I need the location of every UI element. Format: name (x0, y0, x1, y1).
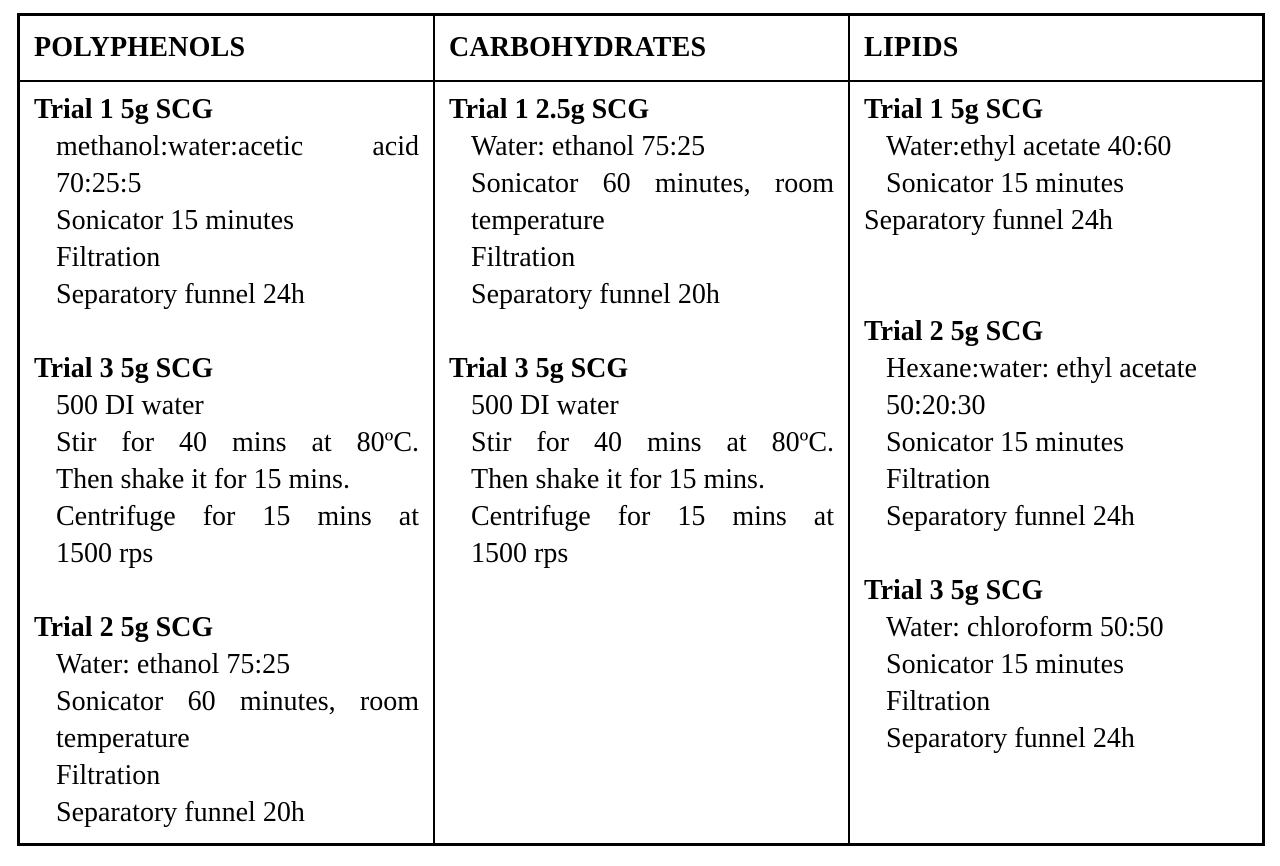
procedure-line: 500 DI water (471, 390, 619, 421)
blank-lines (864, 239, 1248, 313)
procedure-line: 1500 rps (471, 538, 569, 569)
column-header-carbohydrates: CARBOHYDRATES (435, 16, 850, 82)
procedure-line: Water: ethanol 75:25 (56, 649, 291, 680)
procedure-line: Sonicator 15 minutes (886, 168, 1124, 199)
procedure-line: methanol:water:acetic acid (56, 131, 419, 162)
procedure-line: 50:20:30 (886, 390, 986, 421)
procedure-line: Sonicator 15 minutes (886, 649, 1124, 680)
column-header-label: CARBOHYDRATES (449, 32, 707, 63)
procedure-line: 70:25:5 (56, 168, 142, 199)
blank-line (864, 535, 1248, 572)
procedure-line: Separatory funnel 24h (886, 723, 1135, 754)
procedure-line: 500 DI water (56, 390, 204, 421)
procedure-line: Separatory funnel 20h (471, 279, 720, 310)
procedure-line: Filtration (56, 242, 161, 273)
trial-title: Trial 2 5g SCG (864, 316, 1044, 347)
trial-title: Trial 1 5g SCG (864, 94, 1044, 125)
procedure-line: Stir for 40 mins at 80ºC. (56, 427, 419, 458)
procedure-line: Separatory funnel 24h (886, 501, 1135, 532)
column-body-lipids: Trial 1 5g SCG Water:ethyl acetate 40:60… (850, 82, 1262, 843)
procedure-line: Separatory funnel 24h (864, 205, 1113, 236)
trial-block: Trial 2 5g SCG Water: ethanol 75:25 Soni… (34, 609, 419, 831)
procedure-line: temperature (56, 723, 190, 754)
trial-title: Trial 3 5g SCG (449, 353, 629, 384)
procedure-line: Separatory funnel 24h (56, 279, 305, 310)
trial-block: Trial 1 5g SCG methanol:water:acetic aci… (34, 91, 419, 313)
trial-block: Trial 1 5g SCG Water:ethyl acetate 40:60… (864, 91, 1248, 239)
trial-block: Trial 3 5g SCG 500 DI water Stir for 40 … (449, 350, 834, 572)
trial-title: Trial 1 2.5g SCG (449, 94, 650, 125)
procedure-line: Stir for 40 mins at 80ºC. (471, 427, 834, 458)
procedure-line: Sonicator 15 minutes (56, 205, 294, 236)
procedure-line: Water:ethyl acetate 40:60 (886, 131, 1172, 162)
procedure-line: Centrifuge for 15 mins at (56, 501, 419, 532)
procedure-line: Centrifuge for 15 mins at (471, 501, 834, 532)
trial-title: Trial 3 5g SCG (864, 575, 1044, 606)
procedure-line: Separatory funnel 20h (56, 797, 305, 828)
column-body-carbohydrates: Trial 1 2.5g SCG Water: ethanol 75:25 So… (435, 82, 850, 843)
trial-title: Trial 1 5g SCG (34, 94, 214, 125)
blank-line (449, 313, 834, 350)
column-header-label: POLYPHENOLS (34, 32, 246, 63)
trial-block: Trial 3 5g SCG 500 DI water Stir for 40 … (34, 350, 419, 572)
procedure-line: Filtration (886, 464, 991, 495)
procedure-line: Sonicator 15 minutes (886, 427, 1124, 458)
procedure-line: Then shake it for 15 mins. (56, 464, 350, 495)
procedure-line: Then shake it for 15 mins. (471, 464, 765, 495)
trial-title: Trial 2 5g SCG (34, 612, 214, 643)
trial-block: Trial 2 5g SCG Hexane:water: ethyl aceta… (864, 313, 1248, 535)
column-body-polyphenols: Trial 1 5g SCG methanol:water:acetic aci… (20, 82, 435, 843)
extraction-methods-table: POLYPHENOLS CARBOHYDRATES LIPIDS Trial 1… (17, 13, 1265, 846)
procedure-line: Filtration (56, 760, 161, 791)
trial-block: Trial 3 5g SCG Water: chloroform 50:50 S… (864, 572, 1248, 757)
blank-line (34, 313, 419, 350)
procedure-line: 1500 rps (56, 538, 154, 569)
procedure-line: Water: chloroform 50:50 (886, 612, 1164, 643)
procedure-line: Water: ethanol 75:25 (471, 131, 706, 162)
trial-title: Trial 3 5g SCG (34, 353, 214, 384)
procedure-line: Sonicator 60 minutes, room (56, 686, 419, 717)
procedure-line: Filtration (886, 686, 991, 717)
procedure-line: Filtration (471, 242, 576, 273)
column-header-label: LIPIDS (864, 32, 959, 63)
procedure-line: Sonicator 60 minutes, room (471, 168, 834, 199)
trial-block: Trial 1 2.5g SCG Water: ethanol 75:25 So… (449, 91, 834, 313)
procedure-line: Hexane:water: ethyl acetate (886, 353, 1197, 384)
procedure-line: temperature (471, 205, 605, 236)
column-header-lipids: LIPIDS (850, 16, 1262, 82)
blank-line (34, 572, 419, 609)
column-header-polyphenols: POLYPHENOLS (20, 16, 435, 82)
